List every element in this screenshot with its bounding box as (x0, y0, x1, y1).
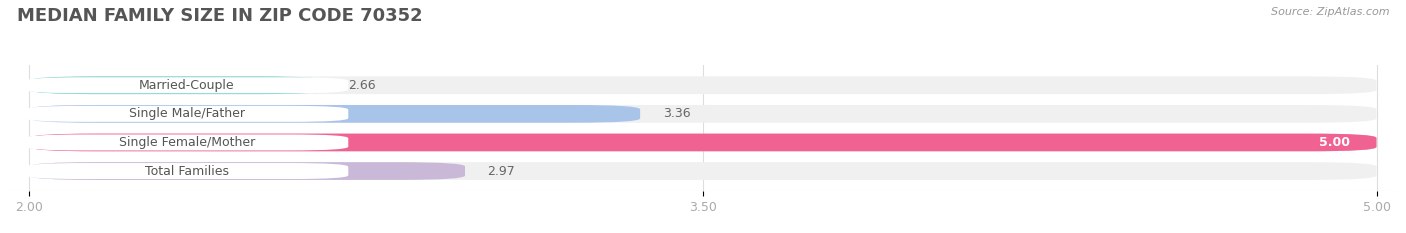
Text: Single Male/Father: Single Male/Father (128, 107, 245, 120)
Text: MEDIAN FAMILY SIZE IN ZIP CODE 70352: MEDIAN FAMILY SIZE IN ZIP CODE 70352 (17, 7, 422, 25)
Text: Single Female/Mother: Single Female/Mother (118, 136, 254, 149)
FancyBboxPatch shape (30, 76, 326, 94)
FancyBboxPatch shape (25, 134, 349, 151)
FancyBboxPatch shape (30, 105, 1376, 123)
Text: 2.66: 2.66 (349, 79, 375, 92)
Text: 2.97: 2.97 (488, 164, 515, 178)
FancyBboxPatch shape (30, 162, 1376, 180)
FancyBboxPatch shape (25, 77, 349, 93)
FancyBboxPatch shape (30, 105, 640, 123)
FancyBboxPatch shape (25, 163, 349, 179)
FancyBboxPatch shape (25, 106, 349, 122)
FancyBboxPatch shape (30, 162, 465, 180)
Text: Married-Couple: Married-Couple (139, 79, 235, 92)
FancyBboxPatch shape (30, 134, 1376, 151)
FancyBboxPatch shape (30, 76, 1376, 94)
Text: Source: ZipAtlas.com: Source: ZipAtlas.com (1271, 7, 1389, 17)
Text: 5.00: 5.00 (1319, 136, 1350, 149)
Text: Total Families: Total Families (145, 164, 229, 178)
Text: 3.36: 3.36 (662, 107, 690, 120)
FancyBboxPatch shape (30, 134, 1376, 151)
